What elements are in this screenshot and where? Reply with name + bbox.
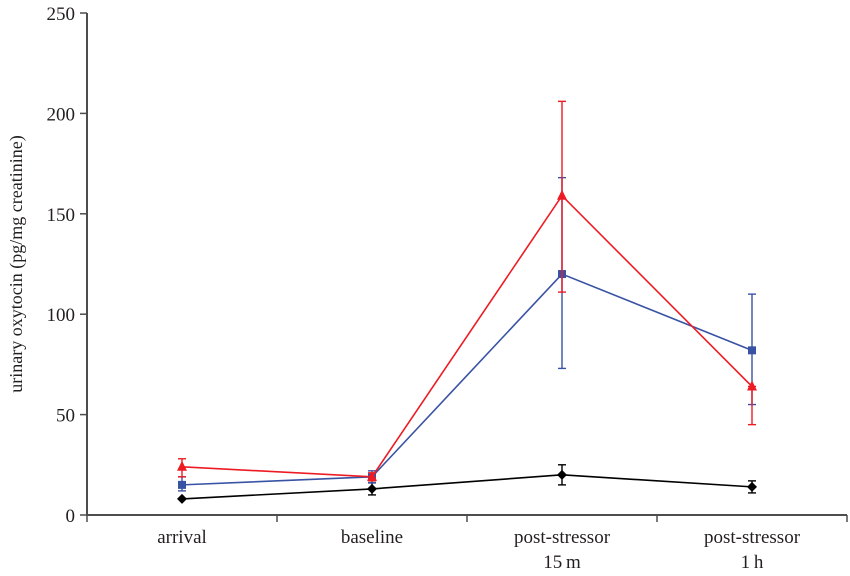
data-point bbox=[367, 470, 377, 481]
y-tick-label: 100 bbox=[47, 305, 76, 326]
data-point bbox=[557, 469, 567, 480]
y-axis-title: urinary oxytocin (pg/mg creatinine) bbox=[6, 135, 27, 392]
series-line bbox=[181, 273, 753, 486]
x-tick-label: baseline bbox=[341, 527, 403, 548]
data-point bbox=[367, 483, 377, 494]
series-red-triangle bbox=[177, 100, 757, 482]
data-point bbox=[747, 380, 757, 391]
data-point bbox=[747, 481, 757, 492]
x-tick-label: 15 m bbox=[543, 552, 581, 573]
data-point bbox=[177, 460, 187, 471]
series-line bbox=[181, 194, 753, 478]
y-tick-label: 250 bbox=[47, 4, 76, 25]
data-point bbox=[557, 189, 567, 200]
x-tick-label: 1 h bbox=[741, 552, 764, 573]
x-tick-label: post-stressor bbox=[514, 527, 611, 548]
data-point bbox=[748, 346, 756, 355]
x-tick-label: post-stressor bbox=[704, 527, 801, 548]
data-point bbox=[178, 480, 186, 489]
y-ticks: 0 50 100 150 200 250 bbox=[47, 4, 87, 527]
x-tick-label: arrival bbox=[157, 527, 207, 548]
y-tick-label: 200 bbox=[47, 104, 76, 125]
y-tick-label: 0 bbox=[66, 506, 76, 527]
y-tick-label: 150 bbox=[47, 205, 76, 226]
axes bbox=[86, 13, 847, 516]
series-layer bbox=[177, 100, 757, 504]
data-point bbox=[177, 493, 187, 504]
series-blue-square bbox=[178, 176, 756, 492]
x-ticks: arrival baseline post-stressor 15 m post-str… bbox=[86, 515, 848, 573]
y-tick-label: 50 bbox=[56, 406, 75, 427]
series-line bbox=[181, 474, 753, 500]
